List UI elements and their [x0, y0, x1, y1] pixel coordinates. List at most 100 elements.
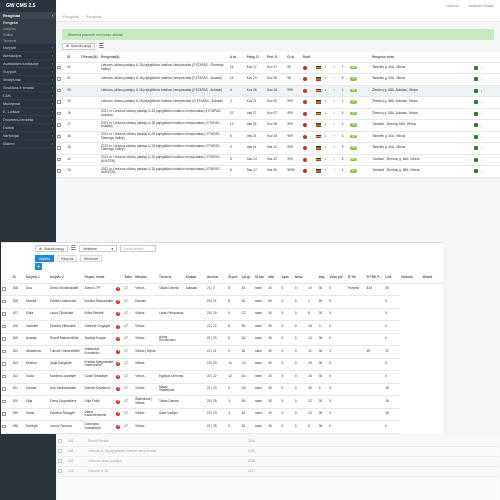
sidebar-item-1[interactable]: Renginiai	[0, 20, 56, 26]
table-row[interactable]: 106 Gabrielė Ernesta Vitkauskė Gabrielė Gri…	[1, 320, 443, 334]
sidebar-item-17[interactable]: Sistem ›	[0, 140, 56, 148]
checkbox[interactable]	[57, 88, 61, 93]
checkbox[interactable]	[2, 324, 6, 329]
column-header[interactable]: Lmt.	[384, 272, 401, 284]
checkbox[interactable]	[57, 123, 61, 127]
edit-icon[interactable]	[473, 123, 478, 128]
sidebar-item-4[interactable]: Trenerai	[0, 38, 56, 44]
tab-active[interactable]: Atlyėria	[35, 255, 54, 262]
row-checkbox[interactable]	[1, 320, 12, 334]
table-row[interactable]: 104 Jekaterina Tumulė Grinkevičiūtė Jekater…	[1, 345, 443, 359]
column-header[interactable]: Št.pro	[227, 272, 241, 284]
row-checkbox[interactable]	[1, 345, 12, 359]
checkbox[interactable]	[57, 65, 61, 70]
table-row[interactable]: 13 2021 m. Lietuvos uždarų patalpų U-18 p…	[56, 165, 500, 178]
sidebar-item-6[interactable]: Atestacijos ›	[0, 52, 56, 60]
more-icon[interactable]: ⋮	[479, 88, 483, 93]
column-header[interactable]: Amžius	[205, 272, 228, 284]
table-row[interactable]: 108 Ūna Greta Grodžinskaitė Admin LTP 3 LT Vil…	[1, 283, 443, 296]
column-header[interactable]: Renginio vieta	[371, 52, 473, 63]
row-checkbox[interactable]	[57, 436, 67, 447]
more-icon[interactable]: ⋮	[479, 111, 483, 116]
more-icon[interactable]: ⋮	[479, 134, 483, 139]
edit-icon[interactable]	[473, 169, 478, 174]
sidebar-item-9[interactable]: Straipsniai ›	[0, 76, 56, 84]
column-header[interactable]: Treneris	[158, 272, 185, 284]
row-checkbox[interactable]	[1, 408, 12, 421]
edit-icon[interactable]	[473, 88, 478, 93]
sidebar-item-3[interactable]: Rūšiai	[0, 32, 56, 38]
column-header[interactable]	[307, 272, 318, 284]
row-checkbox[interactable]	[1, 383, 12, 396]
tab-general[interactable]: Bendrinis	[80, 255, 103, 262]
row-checkbox[interactable]	[56, 62, 67, 74]
sidebar-item-0[interactable]: Renginiai ›	[0, 12, 56, 20]
row-checkbox[interactable]	[57, 466, 67, 477]
column-header[interactable]: St.kat	[253, 272, 268, 284]
column-header[interactable]: Vieta prz	[328, 272, 348, 284]
column-header[interactable]	[56, 52, 67, 63]
checkbox[interactable]	[2, 287, 6, 291]
language-link[interactable]: Lietuvių	[446, 4, 459, 8]
column-header[interactable]: R.TRK FHB	[365, 272, 385, 284]
column-header[interactable]: Pnd. D	[266, 52, 287, 63]
more-icon[interactable]: ⋮	[479, 145, 483, 150]
table-row[interactable]: 20 Lietuvos uždarų patalpų U-18 pajėgiški…	[56, 85, 500, 97]
column-header[interactable]: Apm.	[280, 272, 294, 284]
column-header[interactable]: Renginiai(lt)	[100, 52, 229, 63]
column-header[interactable]	[340, 52, 350, 63]
table-row[interactable]: 101 Danutė Aira Vasiliauskaitė Danutė Koval…	[1, 383, 443, 396]
row-checkbox[interactable]	[1, 395, 12, 409]
checkbox[interactable]	[2, 374, 6, 379]
row-checkbox[interactable]	[1, 283, 12, 296]
breadcrumb-home[interactable]: Renginiai	[63, 14, 79, 19]
column-header[interactable]	[349, 52, 358, 63]
menu-icon[interactable]: ☰	[70, 246, 77, 252]
table-row[interactable]: 18 2021 m. Lietuvos uždarų patalpų U-18 p…	[56, 108, 500, 120]
column-header[interactable]	[472, 52, 500, 63]
column-header[interactable]	[357, 52, 372, 63]
column-header[interactable]	[1, 272, 12, 284]
table-row[interactable]: 099 Diana Karolina Šidagytė Diana Karamievi…	[1, 408, 443, 421]
footer-row[interactable]: 102 Lietuvos U-18 pajėgiškinio krašimo če…	[57, 446, 499, 457]
sidebar-item-5[interactable]: Naryste ›	[0, 44, 56, 52]
sidebar-item-15[interactable]: Darbai ›	[0, 124, 56, 132]
checkbox[interactable]	[58, 469, 62, 473]
column-header[interactable]	[315, 52, 324, 63]
sidebar-item-16[interactable]: Vartotojai ›	[0, 132, 56, 140]
menu-icon[interactable]: ☰	[98, 43, 105, 50]
column-header[interactable]: Miestas	[134, 272, 159, 284]
edit-icon[interactable]	[473, 77, 478, 82]
row-checkbox[interactable]	[57, 456, 67, 467]
checkbox[interactable]	[57, 111, 61, 116]
column-header[interactable]: T.Pavad.(lt)	[79, 52, 101, 63]
checkbox[interactable]	[57, 169, 61, 173]
more-icon[interactable]: ⋮	[479, 65, 483, 70]
sidebar-item-14[interactable]: Duomenų tenkėta ›	[0, 116, 56, 124]
sidebar-item-2[interactable]: Dalyviai	[0, 26, 56, 32]
table-row[interactable]: 098 Dainrytė Liubov Zarovna Dominyka Nowakd…	[1, 420, 443, 434]
sidebar-item-11[interactable]: DUK ›	[0, 92, 56, 100]
row-checkbox[interactable]	[1, 370, 12, 384]
checkbox[interactable]	[58, 439, 62, 443]
column-header[interactable]: Mat.	[267, 272, 281, 284]
checkbox[interactable]	[57, 157, 61, 162]
column-header[interactable]: Rodt.	[301, 52, 316, 63]
more-icon[interactable]: ⋮	[479, 157, 483, 162]
column-header[interactable]: Lyt.gr.	[240, 272, 254, 284]
checkbox[interactable]	[2, 312, 6, 316]
column-header[interactable]: Wrank	[421, 272, 443, 284]
checkbox[interactable]	[57, 100, 61, 104]
checkbox[interactable]	[2, 424, 6, 429]
row-checkbox[interactable]	[1, 308, 12, 321]
add-participant-button[interactable]: ⊕ Sukurti naują	[35, 245, 68, 252]
row-checkbox[interactable]	[56, 131, 67, 143]
sidebar-item-10[interactable]: Struktūra ir kmalai ›	[0, 84, 56, 92]
footer-row[interactable]: 104 Lietuvos U-18 2017	[57, 466, 499, 477]
row-checkbox[interactable]	[1, 358, 12, 371]
checkbox[interactable]	[2, 362, 6, 366]
quick-search-input[interactable]: Greita paieška	[120, 245, 157, 252]
row-checkbox[interactable]	[56, 142, 67, 155]
row-checkbox[interactable]	[56, 119, 67, 132]
column-header[interactable]: ID	[11, 272, 25, 284]
